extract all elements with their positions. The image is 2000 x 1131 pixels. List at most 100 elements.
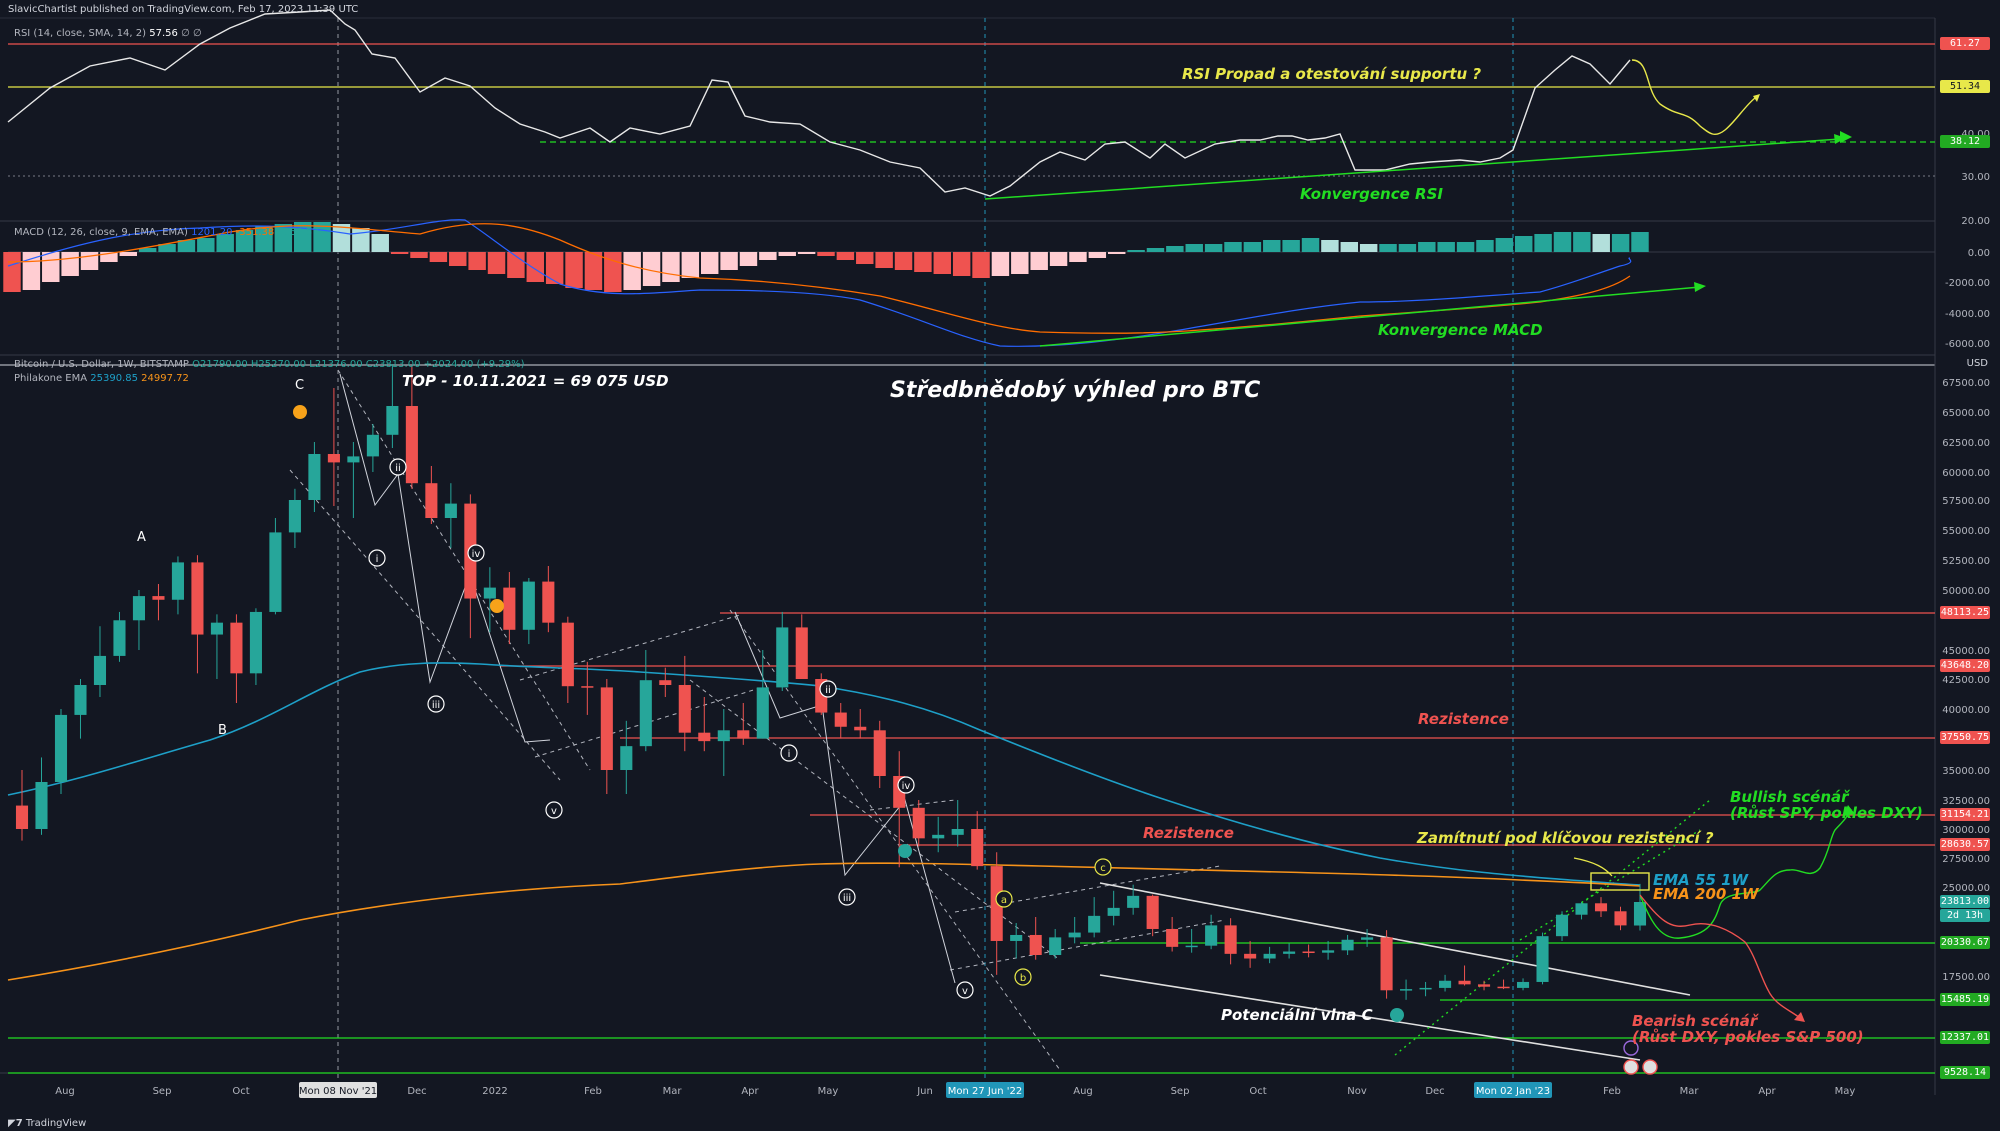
macd-bar: [1398, 244, 1417, 252]
price-legend[interactable]: Bitcoin / U.S. Dollar, 1W, BITSTAMP O217…: [14, 359, 524, 370]
candle-body: [327, 454, 340, 463]
rsi-legend-label: RSI (14, close, SMA, 14, 2): [14, 28, 147, 39]
flag-icon[interactable]: [1623, 1059, 1639, 1075]
candle-body: [756, 687, 769, 739]
rsi-legend-value: 57.56: [149, 28, 178, 39]
flag-icon[interactable]: [1642, 1059, 1658, 1075]
candle-body: [1049, 937, 1062, 956]
macd-bar: [1301, 238, 1320, 252]
macd-bar: [390, 252, 409, 254]
candle-body: [230, 622, 243, 674]
candle-body: [1185, 945, 1198, 948]
price-level-tag: 15485.19: [1940, 992, 1990, 1006]
macd-bar: [623, 252, 641, 290]
wave-circle: [368, 549, 386, 567]
bearish-scenario-arrow: [1639, 894, 1801, 1019]
wave-circle: [545, 801, 563, 819]
bullish-label: Bullish scénář: [1730, 788, 1851, 806]
x-axis-tick: Mar: [663, 1086, 683, 1097]
candle-body: [659, 680, 672, 685]
rsi-axis-tick: 40.00: [1961, 129, 1990, 140]
x-axis-tick: Aug: [1073, 1086, 1093, 1097]
ema-200-value: 24997.72: [141, 373, 189, 384]
macd-bar: [449, 252, 467, 266]
descending-channel-lower: [1099, 974, 1641, 1061]
macd-bar: [42, 252, 60, 282]
wave-label-B: B: [218, 723, 227, 738]
candle-body: [1555, 914, 1569, 937]
bearish-label: Bearish scénář: [1632, 1012, 1760, 1030]
macd-legend[interactable]: MACD (12, 26, close, 9, EMA, EMA) 1201.2…: [14, 227, 319, 238]
ohlc-values: O21790.00 H25270.00 L21376.00 C23813.00 …: [192, 359, 525, 370]
candle-body: [288, 500, 301, 533]
x-axis-highlight-label: Mon 08 Nov '21: [299, 1086, 377, 1097]
x-axis-highlight: [946, 1082, 1024, 1098]
macd-bar: [1437, 242, 1455, 252]
macd-bar: [429, 252, 448, 262]
rsi-legend-suffix: ∅ ∅: [181, 28, 202, 39]
candle-body: [1088, 915, 1101, 933]
candle-body: [1146, 895, 1159, 929]
x-axis-tick: Sep: [153, 1086, 172, 1097]
price-level-tag: 37550.75: [1940, 730, 1990, 744]
price-level-tag: 48113.25: [1940, 605, 1990, 619]
macd-bar: [1204, 244, 1223, 252]
ema-legend[interactable]: Philakone EMA 25390.85 24997.72: [14, 373, 189, 384]
macd-bar: [177, 240, 196, 252]
candle-body: [776, 627, 789, 688]
wave-label-iii: iii: [432, 700, 440, 711]
tradingview-logo-icon: ◤7: [8, 1118, 23, 1129]
candle-body: [600, 687, 613, 770]
macd-bar: [1107, 252, 1126, 254]
candle-body: [873, 730, 886, 776]
candle-body: [386, 406, 399, 435]
macd-bar: [1282, 240, 1300, 252]
candle-body: [1244, 953, 1257, 959]
wave-label-c: c: [1100, 863, 1106, 874]
wave-label-iii: iii: [843, 893, 851, 904]
publish-header: SlavicChartist published on TradingView.…: [8, 4, 359, 15]
current-price-tag: 23813.00: [1940, 895, 1990, 908]
candle-body: [366, 434, 379, 457]
tradingview-brand-text: TradingView: [25, 1118, 87, 1129]
x-axis-tick: Feb: [1603, 1086, 1621, 1097]
wave-label-iv: iv: [472, 549, 481, 560]
wave-label-ii: ii: [825, 685, 831, 696]
wave-circle: [1094, 858, 1112, 876]
resistance-label-1: Rezistence: [1418, 710, 1509, 728]
orange-dot: [490, 599, 504, 613]
rsi-convergence-note: Konvergence RSI: [1300, 185, 1443, 203]
x-axis-tick: Aug: [55, 1086, 75, 1097]
candle-body: [113, 620, 126, 656]
macd-bar: [1359, 244, 1378, 252]
tradingview-brand[interactable]: ◤7 TradingView: [8, 1118, 86, 1129]
macd-bar: [545, 252, 564, 284]
candle-body: [1419, 987, 1432, 990]
macd-value-1: 1201.20: [191, 227, 233, 238]
x-axis-tick: Jun: [916, 1086, 933, 1097]
wave-c-note: Potenciální vlna C: [1221, 1006, 1373, 1024]
x-axis-tick: Nov: [1347, 1086, 1367, 1097]
event-icon[interactable]: [1623, 1040, 1639, 1056]
wave-circle: [838, 888, 856, 906]
candle-body: [1380, 937, 1393, 991]
macd-bar: [1185, 244, 1203, 252]
candle-body: [132, 596, 146, 621]
macd-bar: [952, 252, 971, 276]
rsi-legend[interactable]: RSI (14, close, SMA, 14, 2) 57.56 ∅ ∅: [14, 28, 202, 39]
top-note: TOP - 10.11.2021 = 69 075 USD: [402, 372, 669, 390]
ema-200-line: [7, 862, 1641, 981]
price-level-tag: 20330.67: [1940, 935, 1990, 949]
x-axis-highlight: [1474, 1082, 1552, 1098]
wave-label-v: v: [962, 986, 968, 997]
candle-body: [854, 726, 867, 731]
price-level-tag: 9528.14: [1940, 1065, 1990, 1079]
macd-bar: [1514, 236, 1533, 252]
wave-label-v: v: [551, 806, 557, 817]
candle-body: [35, 782, 48, 829]
macd-convergence-note: Konvergence MACD: [1378, 321, 1543, 339]
macd-bar: [1127, 250, 1145, 252]
candle-body: [561, 622, 574, 687]
price-axis-tick: 62500.00: [1942, 438, 1990, 449]
